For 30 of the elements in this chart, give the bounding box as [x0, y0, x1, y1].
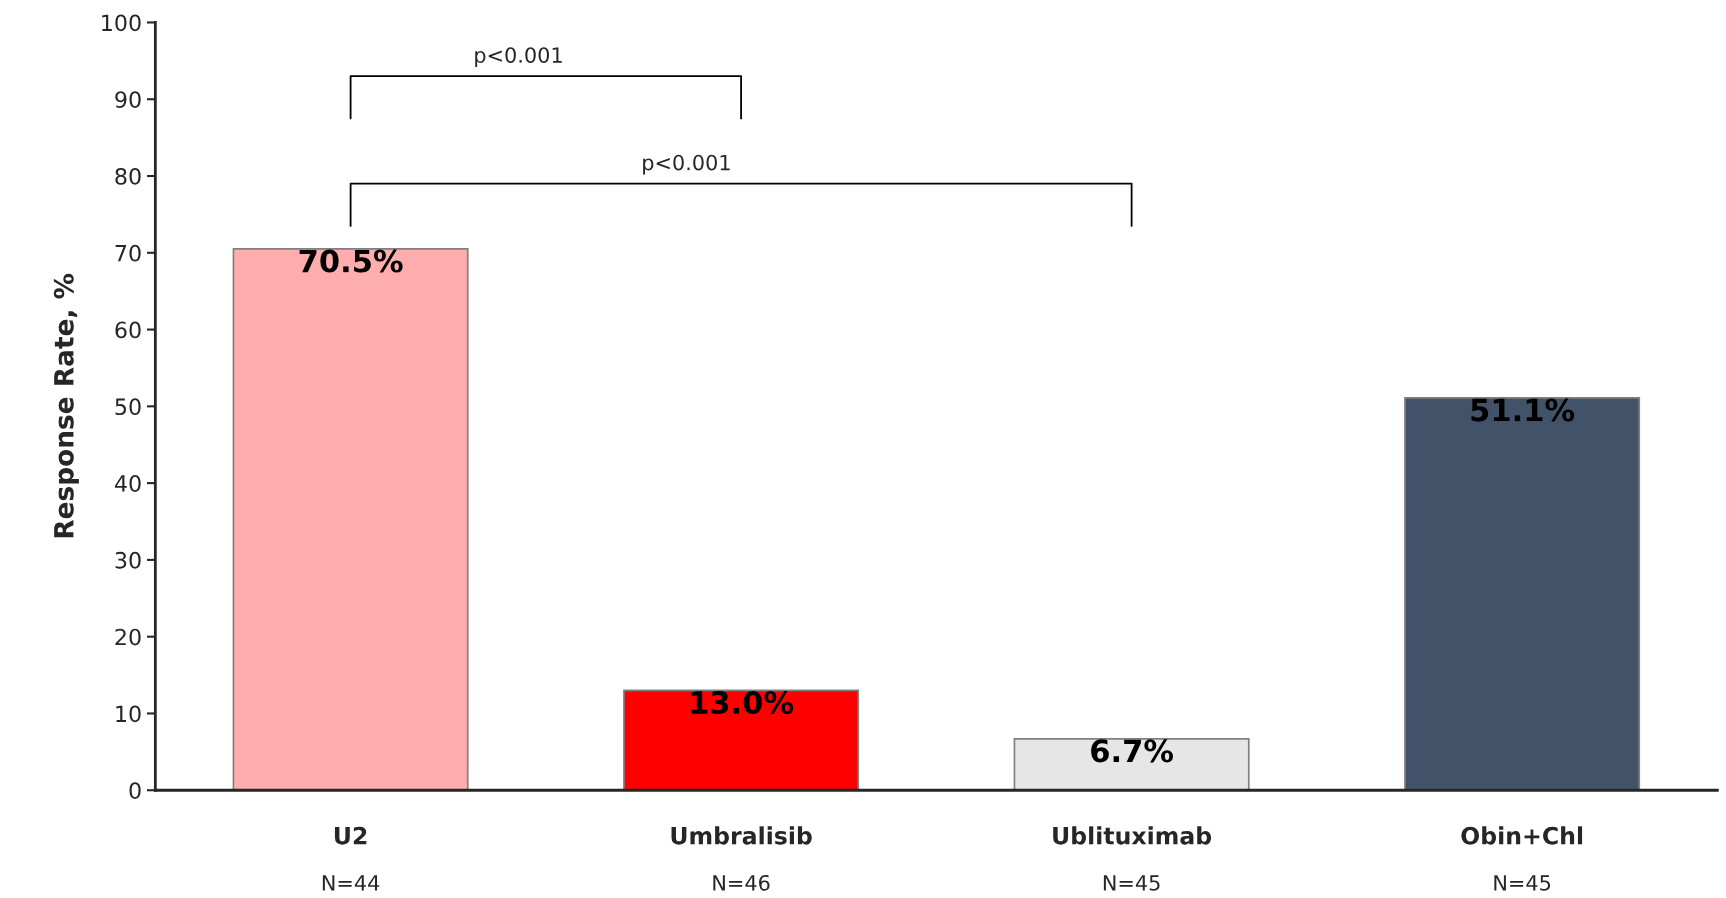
text: N=45	[1103, 875, 1160, 891]
y-tick-label: 90	[115, 91, 141, 108]
y-tick-label: 30	[115, 551, 141, 569]
x-tick-label: U2	[334, 826, 367, 845]
x-tick-label: Umbralisib	[671, 826, 812, 845]
text: N=46	[713, 874, 770, 891]
x-tick-label: Ublituximab	[1053, 826, 1212, 845]
y-tick-label: 80	[115, 167, 141, 185]
annotation: p<0.001	[475, 47, 562, 67]
y-tick-label: 10	[116, 705, 141, 723]
data-label: 51.1%	[1471, 398, 1575, 422]
y-tick-label: 0	[129, 782, 141, 799]
data-label: 13.0%	[691, 690, 794, 715]
bar	[623, 689, 860, 791]
y-tick-label: 40	[114, 475, 141, 492]
y-tick-label: 50	[115, 398, 141, 416]
data-label: 70.5%	[299, 249, 403, 273]
y-tick-label: 100	[102, 14, 141, 32]
text: N=44	[322, 875, 380, 891]
y-tick-label: 70	[115, 244, 141, 262]
annotation: p<0.001	[643, 154, 730, 175]
y-axis-title: Response Rate, %	[53, 273, 79, 538]
y-tick-label: 60	[115, 321, 141, 339]
data-label: 6.7%	[1091, 739, 1174, 763]
bar	[1013, 737, 1250, 791]
y-tick-label: 20	[115, 628, 141, 646]
bar	[1404, 397, 1641, 791]
text: N=45	[1494, 875, 1551, 891]
x-tick-label: Obin+Chl	[1461, 826, 1583, 845]
bar	[232, 248, 469, 791]
